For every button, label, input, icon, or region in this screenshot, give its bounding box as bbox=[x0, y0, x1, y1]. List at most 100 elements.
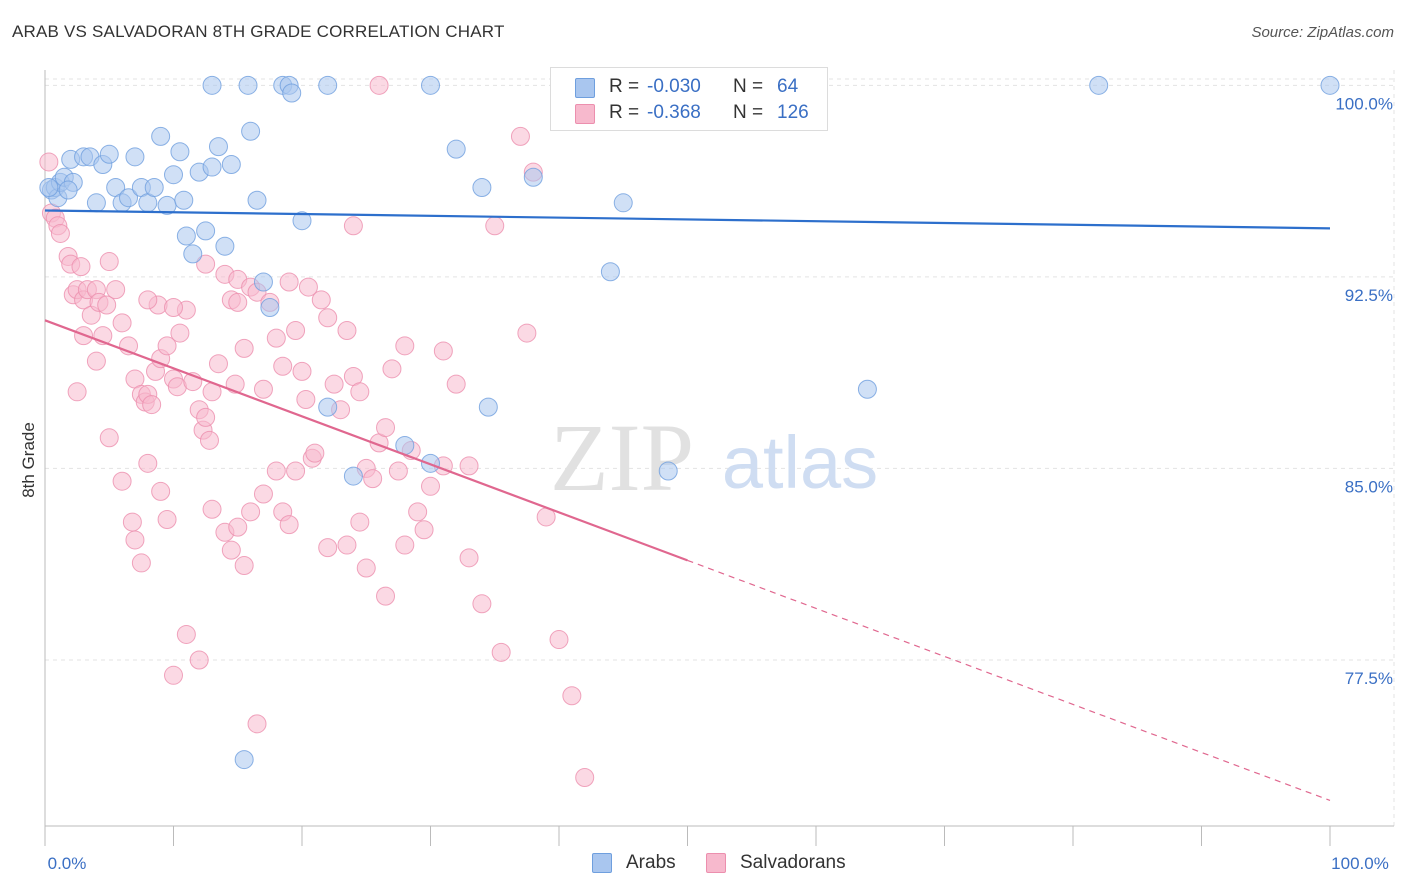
axes bbox=[44, 70, 1394, 846]
salvadorans-point bbox=[337, 321, 357, 341]
y-tick-label: 92.5% bbox=[1345, 286, 1393, 305]
arabs-point bbox=[318, 397, 338, 417]
watermark: ZIP atlas bbox=[550, 404, 878, 511]
arabs-point bbox=[247, 190, 267, 210]
arabs-point bbox=[260, 298, 280, 318]
salvadorans-point bbox=[408, 502, 428, 522]
x-tick-label: 100.0% bbox=[1331, 854, 1389, 873]
watermark-atlas: atlas bbox=[722, 421, 878, 504]
salvadorans-point bbox=[99, 252, 119, 272]
salvadorans-point bbox=[318, 308, 338, 328]
salvadorans-point bbox=[138, 290, 158, 310]
grid-lines bbox=[45, 70, 1395, 826]
salvadorans-point bbox=[170, 323, 190, 343]
arabs-points bbox=[39, 75, 1340, 770]
salvadorans-point bbox=[356, 558, 376, 578]
legend-swatch-salvadorans bbox=[575, 104, 595, 124]
salvadorans-point bbox=[549, 630, 569, 650]
bottom-legend-swatch-arabs bbox=[592, 853, 612, 873]
arabs-point bbox=[86, 193, 106, 213]
salvadorans-point bbox=[196, 407, 216, 427]
watermark-zip: ZIP bbox=[550, 404, 694, 511]
bottom-legend-label-salvadorans: Salvadorans bbox=[740, 852, 846, 873]
salvadorans-point bbox=[305, 443, 325, 463]
salvadorans-point bbox=[459, 548, 479, 568]
salvadorans-point bbox=[292, 361, 312, 381]
salvadorans-point bbox=[446, 374, 466, 394]
salvadorans-point bbox=[151, 481, 171, 501]
bottom-legend-swatch-salvadorans bbox=[706, 853, 726, 873]
arabs-point bbox=[523, 167, 543, 187]
salvadorans-point bbox=[221, 540, 241, 560]
salvadorans-point bbox=[71, 257, 91, 277]
salvadorans-trend-extension bbox=[687, 559, 1331, 802]
salvadorans-point bbox=[286, 321, 306, 341]
arabs-point bbox=[183, 244, 203, 264]
salvadorans-point bbox=[376, 418, 396, 438]
legend-n-value-salvadorans: 126 bbox=[777, 102, 809, 123]
salvadorans-point bbox=[279, 515, 299, 535]
salvadorans-point bbox=[575, 767, 595, 787]
salvadorans-point bbox=[228, 517, 248, 537]
salvadorans-point bbox=[395, 336, 415, 356]
salvadorans-points bbox=[39, 75, 595, 787]
salvadorans-point bbox=[199, 430, 219, 450]
arabs-point bbox=[238, 75, 258, 95]
arabs-point bbox=[292, 211, 312, 231]
salvadorans-point bbox=[157, 510, 177, 530]
salvadorans-point bbox=[86, 351, 106, 371]
arabs-point bbox=[164, 165, 183, 185]
legend-r-value-salvadorans: -0.368 bbox=[647, 102, 701, 123]
salvadorans-point bbox=[50, 223, 70, 243]
legend-r-label: R = bbox=[609, 76, 640, 97]
arabs-point bbox=[1320, 75, 1340, 95]
salvadorans-point bbox=[253, 484, 273, 504]
arabs-point bbox=[144, 177, 164, 197]
arabs-point bbox=[600, 262, 620, 282]
salvadorans-point bbox=[176, 624, 196, 644]
salvadorans-point bbox=[369, 75, 389, 95]
correlation-legend: R = -0.030 N = 64 R = -0.368 N = 126 bbox=[550, 67, 828, 131]
arabs-point bbox=[174, 190, 194, 210]
salvadorans-point bbox=[286, 461, 306, 481]
arabs-point bbox=[58, 180, 78, 200]
arabs-point bbox=[857, 379, 877, 399]
arabs-point bbox=[478, 397, 498, 417]
salvadorans-point bbox=[485, 216, 505, 236]
salvadorans-point bbox=[196, 254, 216, 274]
salvadorans-point bbox=[382, 359, 402, 379]
arabs-point bbox=[176, 226, 196, 246]
arabs-point bbox=[196, 221, 216, 241]
arabs-point bbox=[151, 126, 171, 146]
salvadorans-point bbox=[266, 328, 286, 348]
arabs-point bbox=[241, 121, 261, 141]
y-axis-label: 8th Grade bbox=[19, 422, 38, 498]
salvadorans-point bbox=[142, 395, 162, 415]
arabs-point bbox=[343, 466, 363, 486]
salvadorans-point bbox=[122, 512, 142, 532]
arabs-point bbox=[658, 461, 678, 481]
arabs-point bbox=[472, 177, 492, 197]
salvadorans-point bbox=[459, 456, 479, 476]
salvadorans-point bbox=[112, 313, 132, 333]
salvadorans-point bbox=[376, 586, 396, 606]
salvadorans-point bbox=[138, 453, 158, 473]
arabs-point bbox=[170, 142, 190, 162]
legend-n-value-arabs: 64 bbox=[777, 76, 799, 97]
salvadorans-point bbox=[208, 354, 228, 374]
salvadorans-point bbox=[67, 382, 87, 402]
chart-title: ARAB VS SALVADORAN 8TH GRADE CORRELATION… bbox=[12, 22, 505, 41]
arabs-point bbox=[1089, 75, 1109, 95]
salvadorans-point bbox=[106, 280, 126, 300]
salvadorans-trend-line bbox=[44, 319, 688, 562]
y-tick-label: 100.0% bbox=[1335, 94, 1393, 113]
arabs-trend-line bbox=[44, 209, 1331, 230]
salvadorans-point bbox=[343, 216, 363, 236]
arabs-point bbox=[119, 188, 139, 208]
arabs-point bbox=[253, 272, 273, 292]
salvadorans-point bbox=[298, 277, 318, 297]
salvadorans-point bbox=[337, 535, 357, 555]
y-tick-label: 77.5% bbox=[1345, 669, 1393, 688]
bottom-legend-label-arabs: Arabs bbox=[626, 852, 676, 873]
